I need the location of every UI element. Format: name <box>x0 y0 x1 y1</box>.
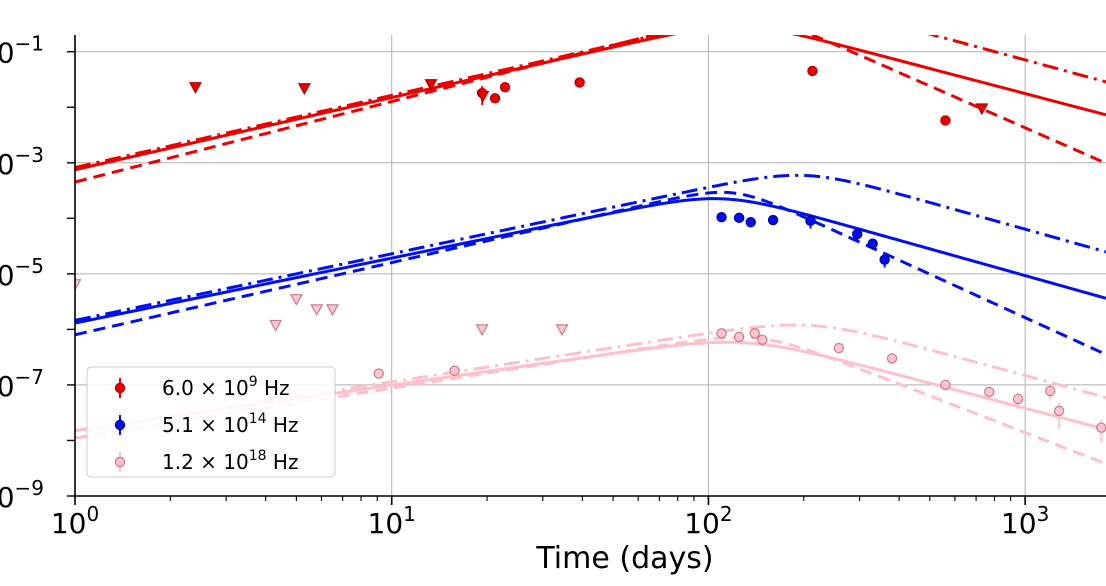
model-curve-dashed <box>75 17 1106 182</box>
data-point <box>490 94 499 103</box>
data-point <box>768 215 777 224</box>
y-tick-label: 10−5 <box>0 254 44 292</box>
data-point <box>806 216 815 225</box>
data-point <box>758 335 767 344</box>
upper-limit-marker <box>327 305 338 315</box>
legend-label: 5.1 × 1014 Hz <box>162 411 298 437</box>
data-point <box>735 332 744 341</box>
data-point <box>808 66 817 75</box>
y-tick-label: 10−1 <box>0 32 44 70</box>
data-point <box>746 218 755 227</box>
x-tick-label: 100 <box>51 502 99 540</box>
upper-limit-marker <box>270 320 281 330</box>
upper-limit-marker <box>291 295 302 305</box>
data-point <box>1055 406 1064 415</box>
x-tick-label: 101 <box>368 502 416 540</box>
data-point <box>853 229 862 238</box>
upper-limit-marker <box>477 325 488 335</box>
data-point <box>450 366 459 375</box>
data-point <box>717 329 726 338</box>
data-point <box>1097 423 1106 432</box>
legend: 6.0 × 109 Hz 5.1 × 1014 Hz 1.2 × 1018 Hz <box>87 367 335 477</box>
legend-marker <box>115 420 124 429</box>
data-point <box>985 387 994 396</box>
data-point <box>941 116 950 125</box>
data-point <box>834 344 843 353</box>
data-point <box>500 83 509 92</box>
upper-limit-marker <box>976 104 987 114</box>
y-tick-label: 10−9 <box>0 476 44 514</box>
legend-marker <box>115 383 124 392</box>
upper-limit-marker <box>311 305 322 315</box>
model-curve-solid <box>75 27 1106 170</box>
data-point <box>575 78 584 87</box>
x-tick-label: 103 <box>1001 502 1049 540</box>
data-point <box>735 213 744 222</box>
afterglow-light-curve-chart: 100 101 102 103 10−1 10−3 10−5 10−7 10−9 Time (d… <box>0 0 1106 586</box>
legend-label: 1.2 × 1018 Hz <box>162 448 298 474</box>
data-point <box>941 380 950 389</box>
y-tick-label: 10−3 <box>0 143 44 181</box>
data-point <box>374 369 383 378</box>
data-point <box>887 354 896 363</box>
model-curve-solid <box>75 199 1106 323</box>
data-point <box>1046 386 1055 395</box>
data-point <box>1013 394 1022 403</box>
legend-label: 6.0 × 109 Hz <box>162 374 290 400</box>
upper-limit-marker <box>299 84 310 94</box>
y-tick-label: 10−7 <box>0 365 44 403</box>
upper-limit-marker <box>190 83 201 93</box>
x-axis-title: Time (days) <box>535 541 713 576</box>
data-point <box>750 329 759 338</box>
data-point <box>868 239 877 248</box>
data-point <box>717 213 726 222</box>
x-tick-label: 102 <box>684 502 732 540</box>
upper-limit-marker <box>557 325 568 335</box>
data-point <box>880 255 889 264</box>
legend-marker <box>115 457 124 466</box>
